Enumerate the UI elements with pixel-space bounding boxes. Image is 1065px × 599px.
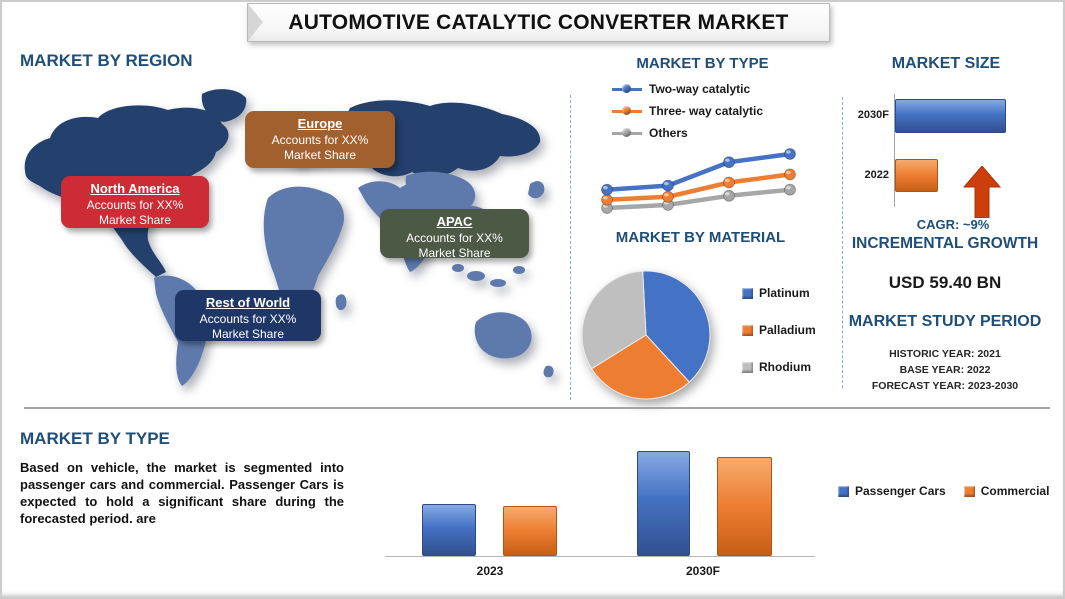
bar-2030f-commercial (717, 457, 772, 556)
dashed-separator-left (570, 95, 571, 400)
study-period-lines: HISTORIC YEAR: 2021 BASE YEAR: 2022 FORE… (838, 346, 1052, 394)
legend-label: Palladium (759, 323, 816, 337)
base-year: BASE YEAR: 2022 (899, 364, 991, 376)
callout-title: Rest of World (205, 295, 291, 310)
legend-label: Passenger Cars (855, 484, 946, 498)
callout-title: Europe (297, 116, 343, 131)
callout-text: Accounts for XX% (199, 312, 297, 326)
heading-market-by-type: MARKET BY TYPE (636, 55, 769, 72)
heading-market-by-material: MARKET BY MATERIAL (615, 229, 786, 246)
legend-swatch (742, 324, 753, 336)
legend-item-rhodium: Rhodium (742, 360, 811, 374)
legend-label: Three- way catalytic (649, 104, 764, 118)
callout-north-america: North America Accounts for XX% Market Sh… (61, 176, 209, 228)
bar-2023-passenger-cars (422, 504, 476, 556)
callout-text: Accounts for XX% (406, 231, 503, 245)
heading-market-study-period: MARKET STUDY PERIOD (848, 313, 1042, 330)
callout-apac: APAC Accounts for XX% Market Share (380, 209, 529, 260)
legend-swatch (838, 485, 849, 497)
legend-item-platinum: Platinum (742, 286, 810, 300)
legend-item-others: Others (612, 125, 688, 141)
callout-text: Accounts for XX% (86, 198, 184, 212)
legend-label: Platinum (759, 286, 810, 300)
incremental-growth-value: USD 59.40 BN (888, 273, 1002, 292)
market-size-bar-2022 (895, 159, 938, 192)
bar-label-2022: 2022 (864, 169, 889, 181)
category-label-2030f: 2030F (685, 564, 721, 578)
legend-swatch (963, 485, 975, 497)
growth-arrow-icon (962, 166, 1002, 218)
title-ribbon-fold-icon (248, 4, 263, 41)
forecast-year: FORECAST YEAR: 2023-2030 (871, 380, 1019, 392)
bar-2023-commercial (503, 506, 557, 556)
historic-year: HISTORIC YEAR: 2021 (889, 348, 1001, 360)
legend-swatch (742, 287, 753, 299)
legend-item-passenger-cars: Passenger Cars (838, 484, 946, 498)
market-size-axis (894, 94, 895, 207)
callout-text: Accounts for XX% (271, 133, 369, 147)
title-banner: AUTOMOTIVE CATALYTIC CONVERTER MARKET (247, 3, 830, 42)
page-title: AUTOMOTIVE CATALYTIC CONVERTER MARKET (288, 11, 789, 34)
legend-item-two-way: Two-way catalytic (612, 81, 750, 97)
bar-label-2030f: 2030F (857, 109, 889, 121)
callout-europe: Europe Accounts for XX% Market Share (245, 111, 395, 168)
bar-2030f-passenger-cars (637, 451, 690, 556)
category-label-2023: 2023 (476, 564, 504, 578)
legend-item-palladium: Palladium (742, 323, 816, 337)
vehicle-chart-legend: Passenger Cars Commercial (838, 484, 1049, 498)
callout-text: Market Share (98, 213, 172, 227)
line-marker-icon (612, 82, 642, 96)
callout-title: APAC (436, 214, 473, 229)
callout-title: North America (90, 181, 180, 196)
callout-rest-of-world: Rest of World Accounts for XX% Market Sh… (175, 290, 321, 341)
line-marker-icon (612, 104, 642, 118)
legend-swatch (742, 361, 753, 373)
dashed-separator-right (842, 97, 843, 388)
legend-label: Commercial (980, 484, 1050, 498)
heading-market-by-region: MARKET BY REGION (20, 51, 193, 70)
section-divider (24, 407, 1050, 409)
incremental-growth-label: INCREMENTAL GROWTH (851, 235, 1039, 252)
market-by-type-line-chart (601, 148, 796, 214)
market-by-material-pie-chart (581, 270, 711, 400)
market-size-bar-2030f (895, 99, 1006, 133)
heading-market-by-type-vehicle: MARKET BY TYPE (20, 429, 170, 448)
legend-label: Others (649, 126, 688, 140)
legend-label: Rhodium (759, 360, 811, 374)
bar-chart-baseline (385, 556, 815, 557)
callout-text: Market Share (211, 327, 285, 341)
cagr-value: CAGR: ~9% (916, 217, 990, 232)
legend-label: Two-way catalytic (649, 82, 751, 96)
legend-item-commercial: Commercial (963, 484, 1050, 498)
heading-market-size: MARKET SIZE (891, 55, 1001, 72)
callout-text: Market Share (418, 246, 491, 260)
legend-item-three-way: Three- way catalytic (612, 103, 763, 119)
vehicle-paragraph: Based on vehicle, the market is segmente… (20, 460, 344, 526)
callout-text: Market Share (283, 148, 357, 162)
line-marker-icon (612, 126, 642, 140)
